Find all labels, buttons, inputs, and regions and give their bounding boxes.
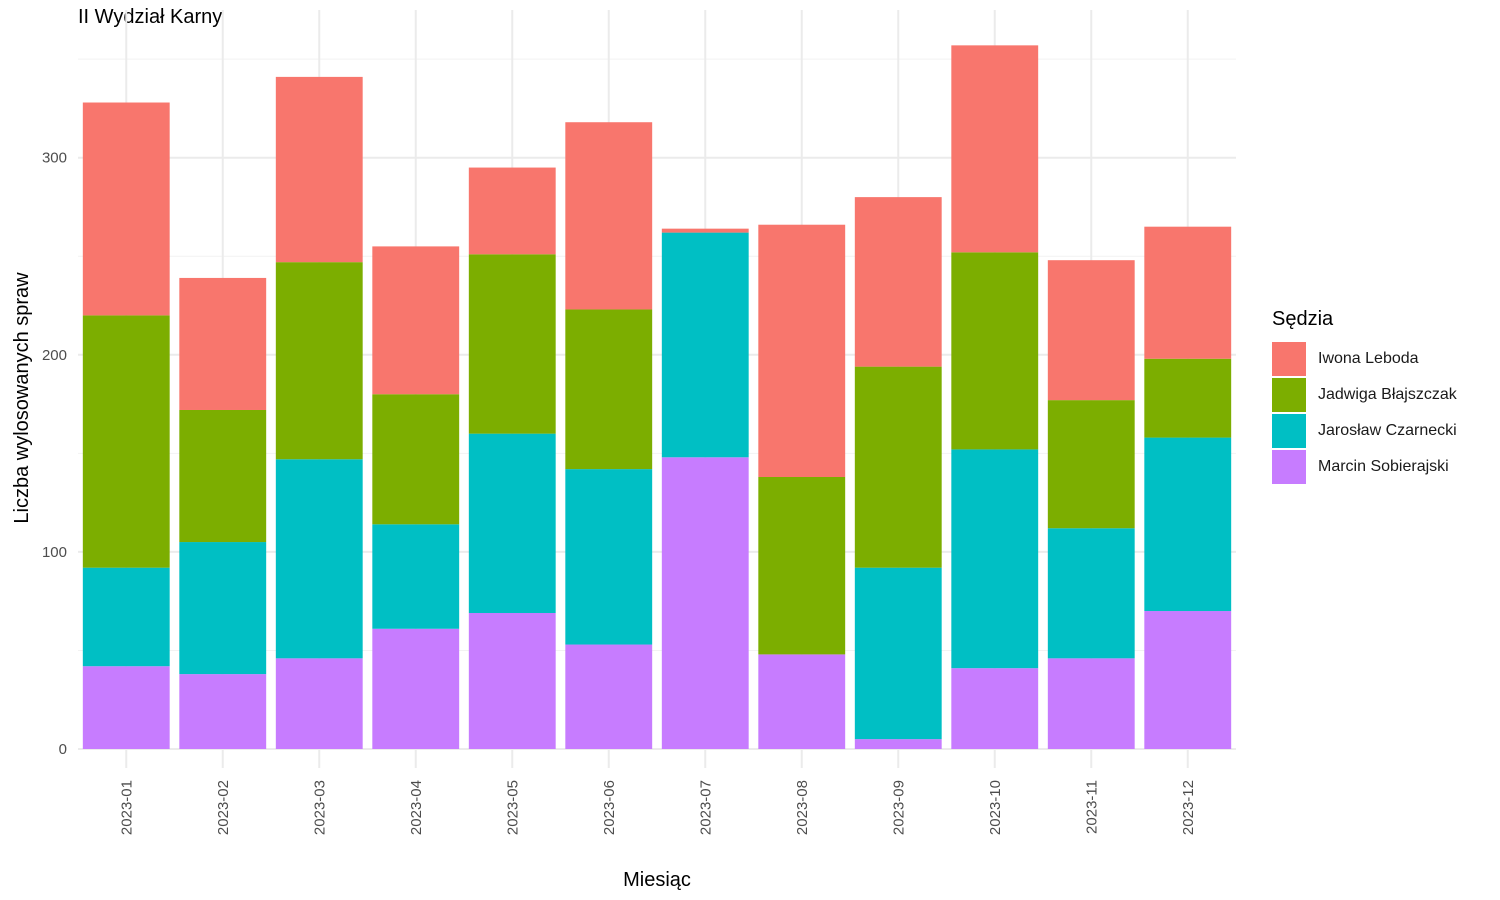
legend-swatch — [1272, 378, 1306, 412]
x-tick-label: 2023-07 — [697, 780, 714, 835]
chart-title: II Wydział Karny — [78, 6, 223, 28]
bar-segment — [372, 524, 460, 629]
bar-segment — [854, 739, 942, 749]
legend-label: Jadwiga Błajszczak — [1318, 386, 1457, 403]
bar-segment — [1047, 260, 1135, 401]
legend-item: Jadwiga Błajszczak — [1272, 377, 1457, 413]
bar-segment — [951, 668, 1039, 749]
bar-segment — [82, 315, 170, 568]
bar-segment — [275, 658, 363, 749]
bar-segment — [854, 366, 942, 568]
bar-segment — [661, 232, 749, 458]
bar-segment — [565, 469, 653, 645]
bar-segment — [661, 457, 749, 749]
bar-segment — [758, 654, 846, 749]
legend-item: Jarosław Czarnecki — [1272, 413, 1457, 449]
bar-segment — [1047, 528, 1135, 659]
bar-segment — [854, 197, 942, 367]
bar-segment — [179, 542, 267, 675]
legend: Sędzia Iwona Leboda Jadwiga Błajszczak Jar… — [1272, 308, 1457, 485]
bar-segment — [468, 613, 556, 749]
bar-segment — [661, 228, 749, 233]
bar-segment — [565, 122, 653, 310]
bar-segment — [565, 644, 653, 749]
bar-segment — [275, 262, 363, 460]
bar-segment — [372, 394, 460, 525]
bar-segment — [468, 433, 556, 614]
x-tick-label: 2023-03 — [311, 780, 328, 835]
bar-segment — [1144, 611, 1232, 749]
legend-label: Jarosław Czarnecki — [1318, 422, 1457, 439]
bar-segment — [179, 277, 267, 410]
y-tick-label: 200 — [42, 347, 67, 364]
x-tick-label: 2023-12 — [1180, 780, 1197, 835]
bar-segment — [565, 309, 653, 470]
y-tick-label: 300 — [42, 150, 67, 167]
x-tick-label: 2023-08 — [794, 780, 811, 835]
bar-segment — [82, 102, 170, 316]
bar-segment — [758, 477, 846, 655]
legend-swatch — [1272, 450, 1306, 484]
legend-swatch — [1272, 414, 1306, 448]
bar-segment — [82, 567, 170, 667]
legend-swatch — [1272, 342, 1306, 376]
bar-segment — [1047, 658, 1135, 749]
bars — [82, 45, 1232, 749]
bar-segment — [758, 224, 846, 478]
y-tick-label: 100 — [42, 544, 67, 561]
x-tick-label: 2023-02 — [215, 780, 232, 835]
bar-segment — [951, 252, 1039, 450]
x-axis-label: Miesiąc — [623, 869, 691, 891]
y-tick-label: 0 — [59, 741, 67, 758]
bar-segment — [82, 666, 170, 749]
bar-segment — [179, 409, 267, 543]
x-tick-label: 2023-09 — [890, 780, 907, 835]
legend-item: Iwona Leboda — [1272, 341, 1457, 377]
x-tick-label: 2023-11 — [1083, 780, 1100, 834]
bar-segment — [1144, 437, 1232, 612]
bar-segment — [468, 167, 556, 255]
axes: 0 100 200 300 2023-01 2023-02 2023-03 2023-04 20… — [42, 150, 1197, 835]
bar-segment — [1047, 400, 1135, 529]
bar-segment — [1144, 226, 1232, 359]
legend-item: Marcin Sobierajski — [1272, 449, 1457, 485]
legend-items: Iwona Leboda Jadwiga Błajszczak Jarosław C… — [1272, 341, 1457, 485]
legend-label: Iwona Leboda — [1318, 350, 1419, 367]
legend-label: Marcin Sobierajski — [1318, 458, 1449, 475]
bar-segment — [951, 45, 1039, 253]
x-tick-label: 2023-05 — [504, 780, 521, 835]
bar-segment — [372, 628, 460, 749]
x-tick-label: 2023-06 — [601, 780, 618, 835]
x-tick-label: 2023-04 — [408, 780, 425, 835]
bar-segment — [372, 246, 460, 395]
bar-segment — [275, 459, 363, 659]
bar-segment — [951, 449, 1039, 669]
x-tick-label: 2023-10 — [987, 780, 1004, 835]
legend-title: Sędzia — [1272, 308, 1334, 330]
bar-segment — [468, 254, 556, 434]
bar-segment — [854, 567, 942, 740]
bar-segment — [179, 674, 267, 749]
bar-segment — [275, 76, 363, 263]
y-axis-label: Liczba wylosowanych spraw — [11, 272, 33, 524]
bar-segment — [1144, 358, 1232, 438]
x-tick-label: 2023-01 — [118, 780, 135, 835]
